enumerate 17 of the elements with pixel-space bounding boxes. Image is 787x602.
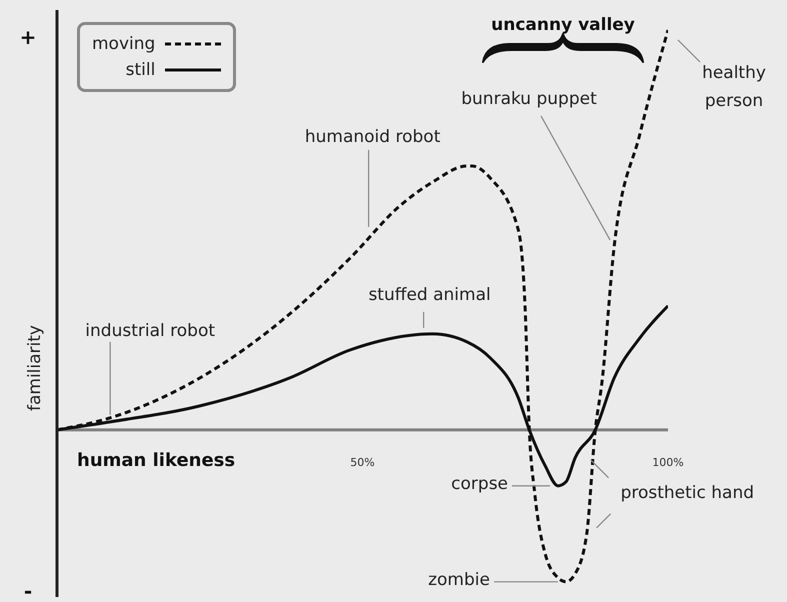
annotation: humanoid robot (304, 126, 441, 147)
annotation: prosthetic hand (620, 482, 754, 503)
annotation: corpse (451, 474, 508, 494)
annotation: zombie (428, 570, 490, 590)
annotation: healthy person (702, 62, 766, 111)
annotation: stuffed animal (368, 284, 491, 305)
x-tick-label: 50% (350, 456, 375, 469)
annotation: uncanny valley (491, 15, 635, 35)
y-axis-title: familiarity (25, 325, 45, 411)
annotation: bunraku puppet (461, 88, 598, 109)
text: + (20, 25, 36, 49)
annotation: industrial robot (85, 320, 216, 341)
text: - (24, 579, 32, 602)
x-tick-label: 100% (652, 456, 684, 469)
legend-label: still (126, 60, 156, 80)
x-axis-title: human likeness (77, 450, 236, 471)
legend-label: moving (92, 34, 156, 54)
